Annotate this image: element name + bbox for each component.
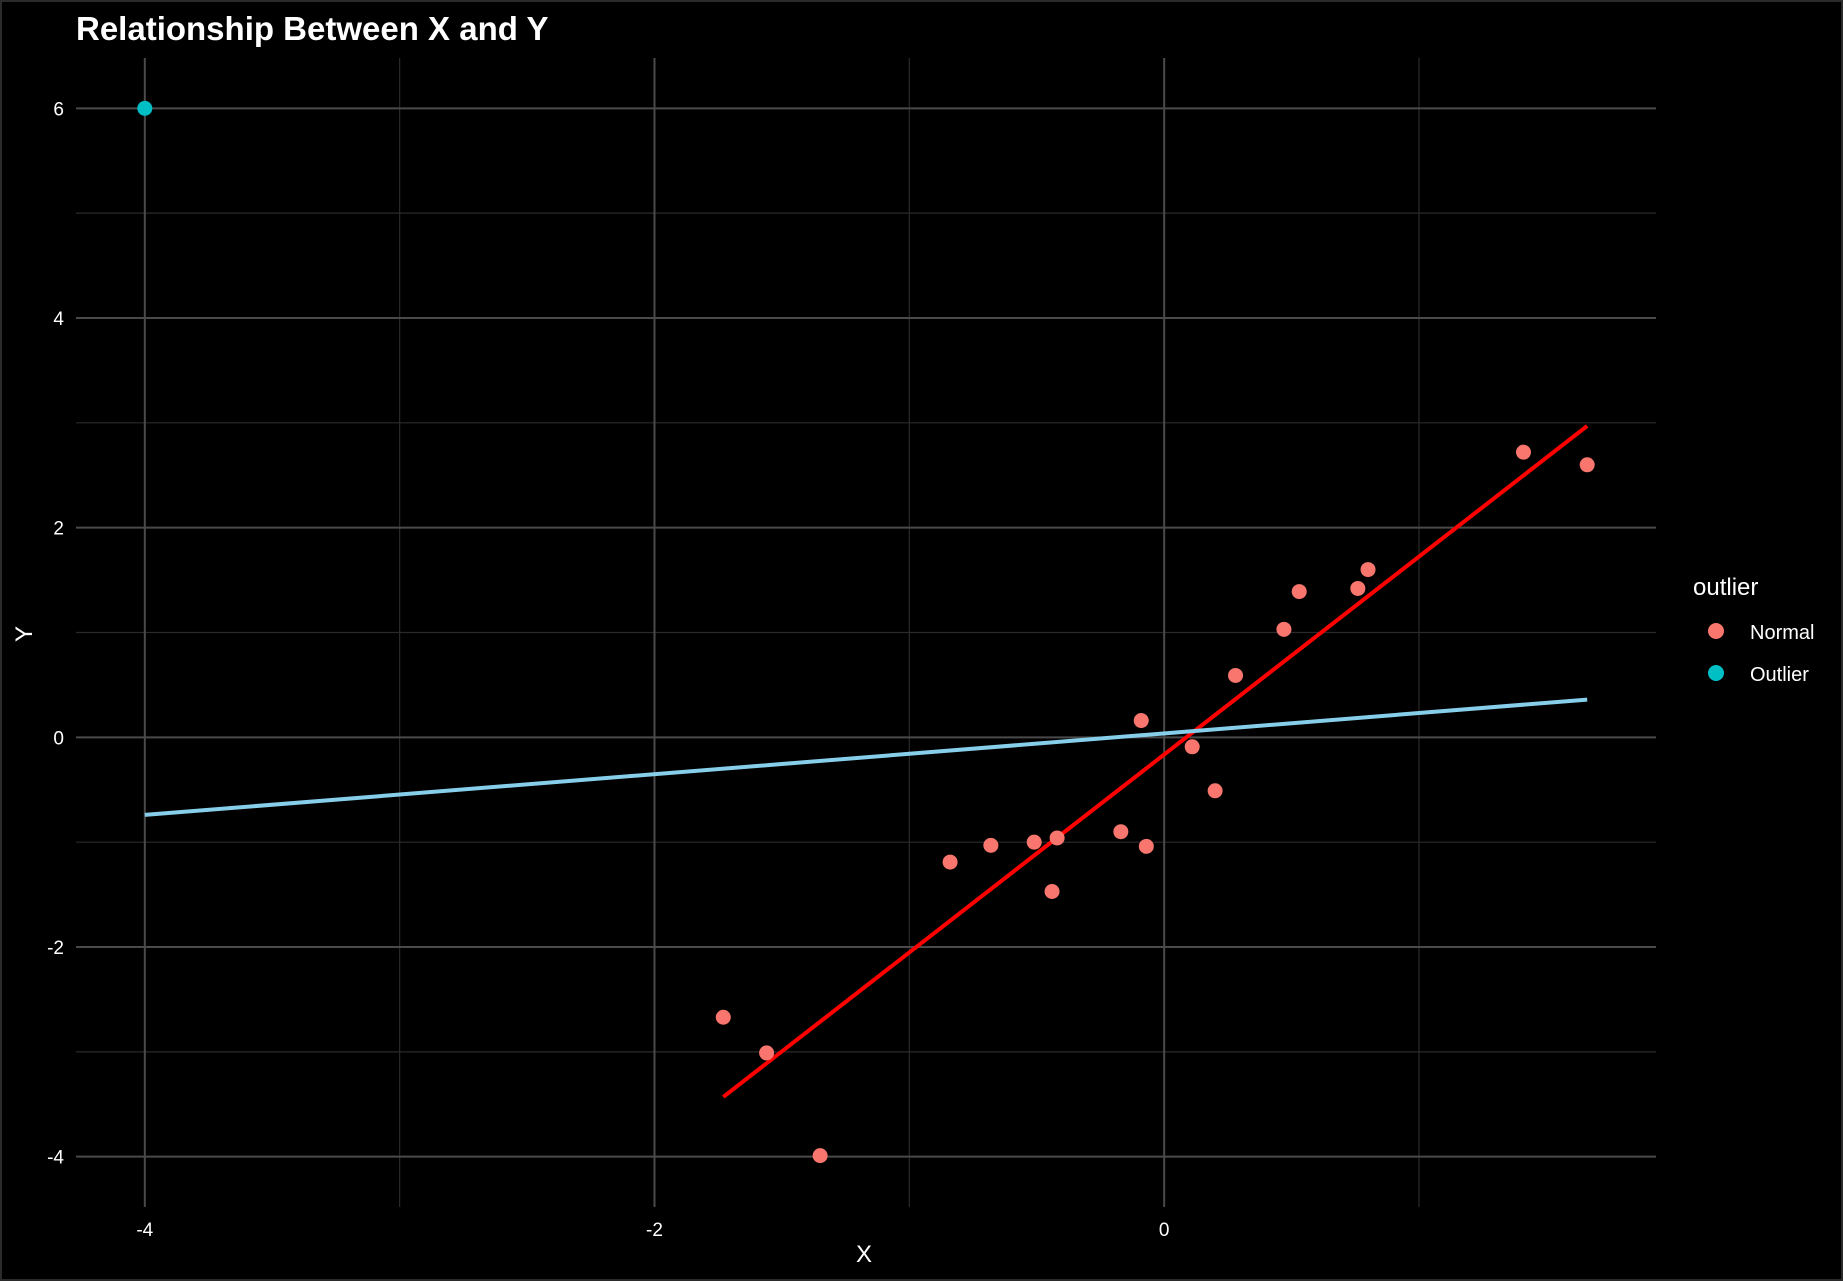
data-point-normal [1276,621,1292,637]
x-tick-label: -2 [646,1220,663,1241]
data-point-normal [1228,667,1244,683]
x-tick-label: -4 [136,1220,153,1241]
data-point-normal [983,837,999,853]
data-point-normal [715,1009,731,1025]
chart-title: Relationship Between X and Y [76,10,549,47]
data-point-normal [1133,713,1149,729]
x-axis-title: X [856,1241,872,1268]
y-axis-title: Y [11,626,38,642]
fit-line-all [144,697,1588,817]
y-tick-label: 4 [53,309,64,330]
y-tick-label: 6 [53,99,64,120]
y-tick-label: 2 [53,519,64,540]
legend: outlier Normal Outlier [1693,574,1814,686]
y-tick-label: 0 [53,728,64,749]
legend-swatch-normal [1708,623,1724,639]
data-point-normal [1184,739,1200,755]
data-point-normal [1350,580,1366,596]
data-point-outlier [137,100,153,116]
y-tick-label: -2 [47,938,64,959]
minor-gridlines [76,58,1656,1207]
data-point-normal [942,854,958,870]
y-axis-ticks: -4 -2 0 2 4 6 [47,99,64,1168]
data-point-normal [1138,838,1154,854]
x-axis-ticks: -4 -2 0 [136,1220,1169,1241]
legend-label-normal: Normal [1750,622,1814,644]
data-point-normal [1207,783,1223,799]
data-point-normal [1515,444,1531,460]
data-point-normal [1360,562,1376,578]
fit-line-normal [722,424,1589,1099]
major-gridlines [76,58,1656,1207]
legend-label-outlier: Outlier [1750,664,1809,686]
legend-swatch-outlier [1708,665,1724,681]
data-point-normal [1044,883,1060,899]
data-point-normal [1049,830,1065,846]
data-point-normal [1113,824,1129,840]
data-point-normal [1291,584,1307,600]
data-points [137,100,1595,1164]
data-point-normal [1026,834,1042,850]
data-point-normal [1579,457,1595,473]
data-point-normal [812,1148,828,1164]
legend-title: outlier [1693,574,1758,601]
data-point-normal [759,1045,775,1061]
x-tick-label: 0 [1159,1220,1170,1241]
regression-lines [144,424,1589,1099]
y-tick-label: -4 [47,1148,64,1169]
